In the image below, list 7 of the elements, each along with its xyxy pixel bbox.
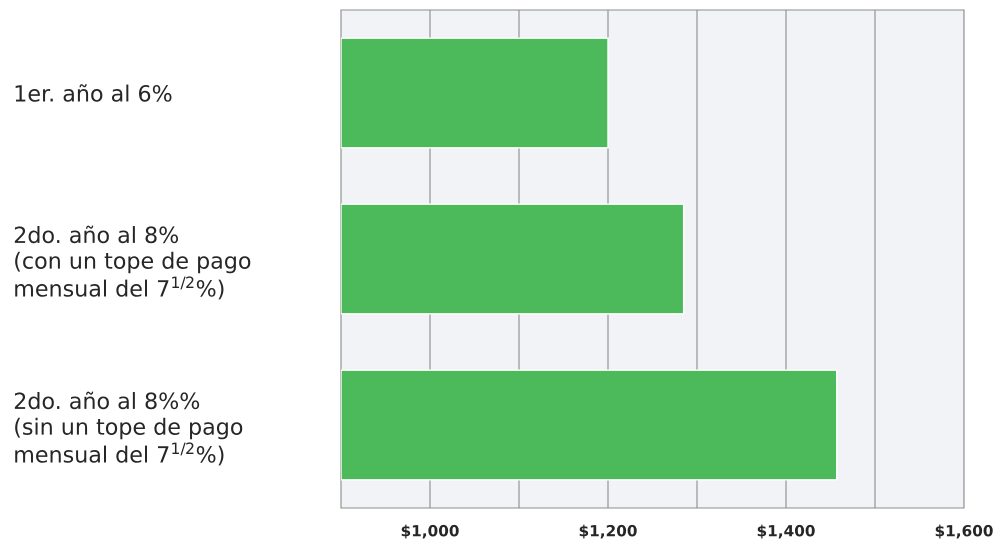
x-tick-label: $1,600 [936, 524, 993, 539]
x-tick-label: $1,200 [580, 524, 637, 539]
x-tick-label: $1,000 [402, 524, 459, 539]
y-tick-label: 2do. año al 8% (con un tope de pago mensual del 7$^{1/2}$%) [14, 226, 250, 300]
y-tick-label: 2do. año al 8%% (sin un tope de pago mensual del 7$^{1/2}$%) [14, 392, 242, 466]
y-tick-label: 1er. año al 6% [16, 84, 172, 102]
x-tick-label: $1,400 [758, 524, 815, 539]
